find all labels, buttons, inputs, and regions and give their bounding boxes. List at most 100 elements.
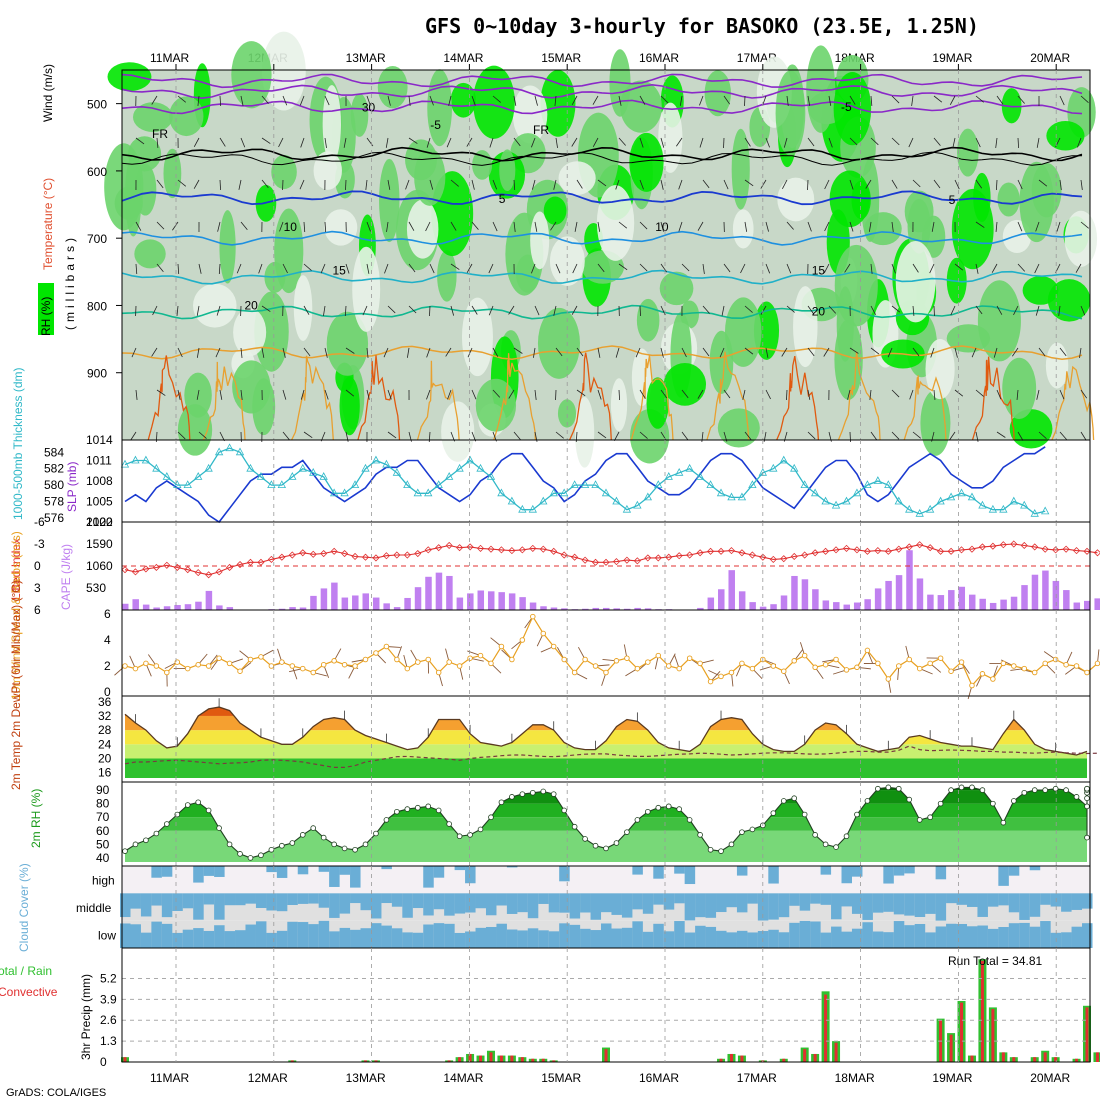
temp-band: [125, 730, 1087, 745]
upper-wind-barb: [508, 389, 515, 399]
upper-wind-barb: [765, 221, 769, 232]
upper-wind-barb: [869, 389, 872, 400]
upper-wind-barb: [995, 179, 998, 191]
thickness-tick: 584: [44, 445, 64, 459]
rh-patch: [543, 196, 567, 225]
upper-wind-barb: [930, 347, 935, 358]
cape-bar: [561, 608, 568, 610]
cloud-middle-bar: [831, 893, 842, 920]
cape-bar: [749, 602, 756, 610]
upper-wind-barb: [639, 137, 644, 148]
lifted-index-marker: [173, 563, 181, 572]
rh-patch: [107, 62, 152, 92]
wind-speed-marker: [948, 668, 954, 674]
rh-marker: [990, 800, 996, 807]
wind-speed-marker: [320, 661, 327, 668]
wind-speed-marker: [279, 659, 285, 665]
lifted-index-axis-label: Lifted Index: [9, 538, 23, 600]
precip-convective-bar: [447, 1060, 451, 1062]
cape-bar: [582, 608, 589, 610]
rh-marker: [530, 789, 536, 796]
upper-wind-barb: [324, 347, 328, 358]
cloud-low-bar: [193, 928, 204, 948]
upper-wind-barb: [870, 95, 873, 106]
isotherm-label: 15: [812, 264, 826, 278]
isotherm-label: -5: [841, 100, 852, 114]
cloud-low-bar: [245, 924, 256, 948]
upper-wind-barb: [912, 431, 921, 439]
slp-tick: 1011: [86, 454, 112, 468]
cape-bar: [885, 580, 892, 610]
upper-wind-barb: [1034, 263, 1040, 274]
upper-wind-barb: [344, 305, 347, 317]
rh-patch: [663, 362, 707, 406]
upper-wind-barb: [492, 389, 501, 398]
warm-contour: [291, 355, 334, 441]
lifted-index-marker: [811, 549, 819, 557]
upper-wind-barb: [1059, 179, 1062, 190]
rh-marker: [624, 829, 630, 835]
rh-tick: 80: [96, 797, 110, 811]
lifted-index-marker: [435, 544, 443, 552]
upper-wind-barb: [950, 305, 956, 316]
upper-wind-barb: [744, 137, 751, 147]
cloud-high-bar: [935, 866, 947, 880]
cloud-low-bar: [548, 931, 560, 948]
freezing-level-label: FR: [152, 127, 168, 141]
upper-wind-barb: [300, 137, 305, 148]
cloud-low-bar: [203, 930, 215, 948]
rh-marker: [895, 785, 902, 792]
upper-wind-barb: [807, 347, 815, 357]
upper-wind-barb: [555, 347, 563, 357]
upper-wind-barb: [870, 347, 880, 355]
thickness-marker: [267, 480, 276, 489]
rh-marker: [132, 841, 139, 848]
rh-marker: [1084, 785, 1090, 792]
cloud-middle-bar: [580, 893, 591, 913]
precip-convective-bar: [1033, 1057, 1037, 1062]
cape-bar: [299, 607, 307, 610]
cloud-high-bar: [423, 866, 434, 888]
lifted-index-marker: [1072, 547, 1081, 555]
cloud-low-bar: [726, 932, 737, 948]
upper-wind-barb: [807, 431, 816, 440]
cloud-middle-bar: [893, 893, 905, 915]
thickness-marker: [852, 488, 862, 497]
lifted-index-marker: [989, 542, 997, 550]
rh-marker: [226, 841, 233, 848]
cloud-middle-bar: [998, 893, 1009, 906]
wind-speed-marker: [864, 647, 871, 654]
cloud-low-bar: [350, 929, 361, 948]
thickness-marker: [413, 488, 422, 497]
rh-marker: [1084, 803, 1090, 810]
cloud-middle-bar: [778, 893, 790, 918]
cloud-high-bar: [161, 866, 173, 877]
rh-marker: [352, 846, 358, 853]
upper-wind-barb: [891, 389, 900, 398]
upper-wind-barb: [954, 347, 958, 358]
cloud-middle-bar: [203, 893, 215, 905]
cloud-low-bar: [130, 924, 141, 948]
cloud-middle-bar: [496, 893, 507, 906]
thickness-marker: [434, 480, 443, 489]
upper-wind-barb: [426, 137, 431, 148]
rh-marker: [509, 794, 515, 800]
upper-wind-barb: [592, 137, 599, 147]
rh-patch: [1046, 121, 1085, 151]
cloud-low-bar: [1082, 923, 1093, 948]
upper-wind-barb: [282, 431, 290, 440]
precip-convective-bar: [531, 1058, 535, 1062]
thickness-marker: [152, 463, 161, 472]
thickness-marker: [486, 472, 496, 480]
upper-wind-barb: [513, 431, 521, 440]
rh-marker: [216, 825, 222, 831]
wind-speed-marker: [582, 656, 588, 663]
upper-wind-barb: [681, 263, 690, 272]
cloud-low-bar: [506, 929, 518, 948]
cloud-middle-bar: [736, 893, 748, 913]
rh-marker: [1000, 819, 1007, 826]
upper-wind-barb: [702, 263, 705, 274]
wind-axis-label: Wind (m/s): [41, 64, 55, 122]
cloud-middle-bar: [245, 893, 256, 904]
rh-patch: [339, 376, 360, 436]
